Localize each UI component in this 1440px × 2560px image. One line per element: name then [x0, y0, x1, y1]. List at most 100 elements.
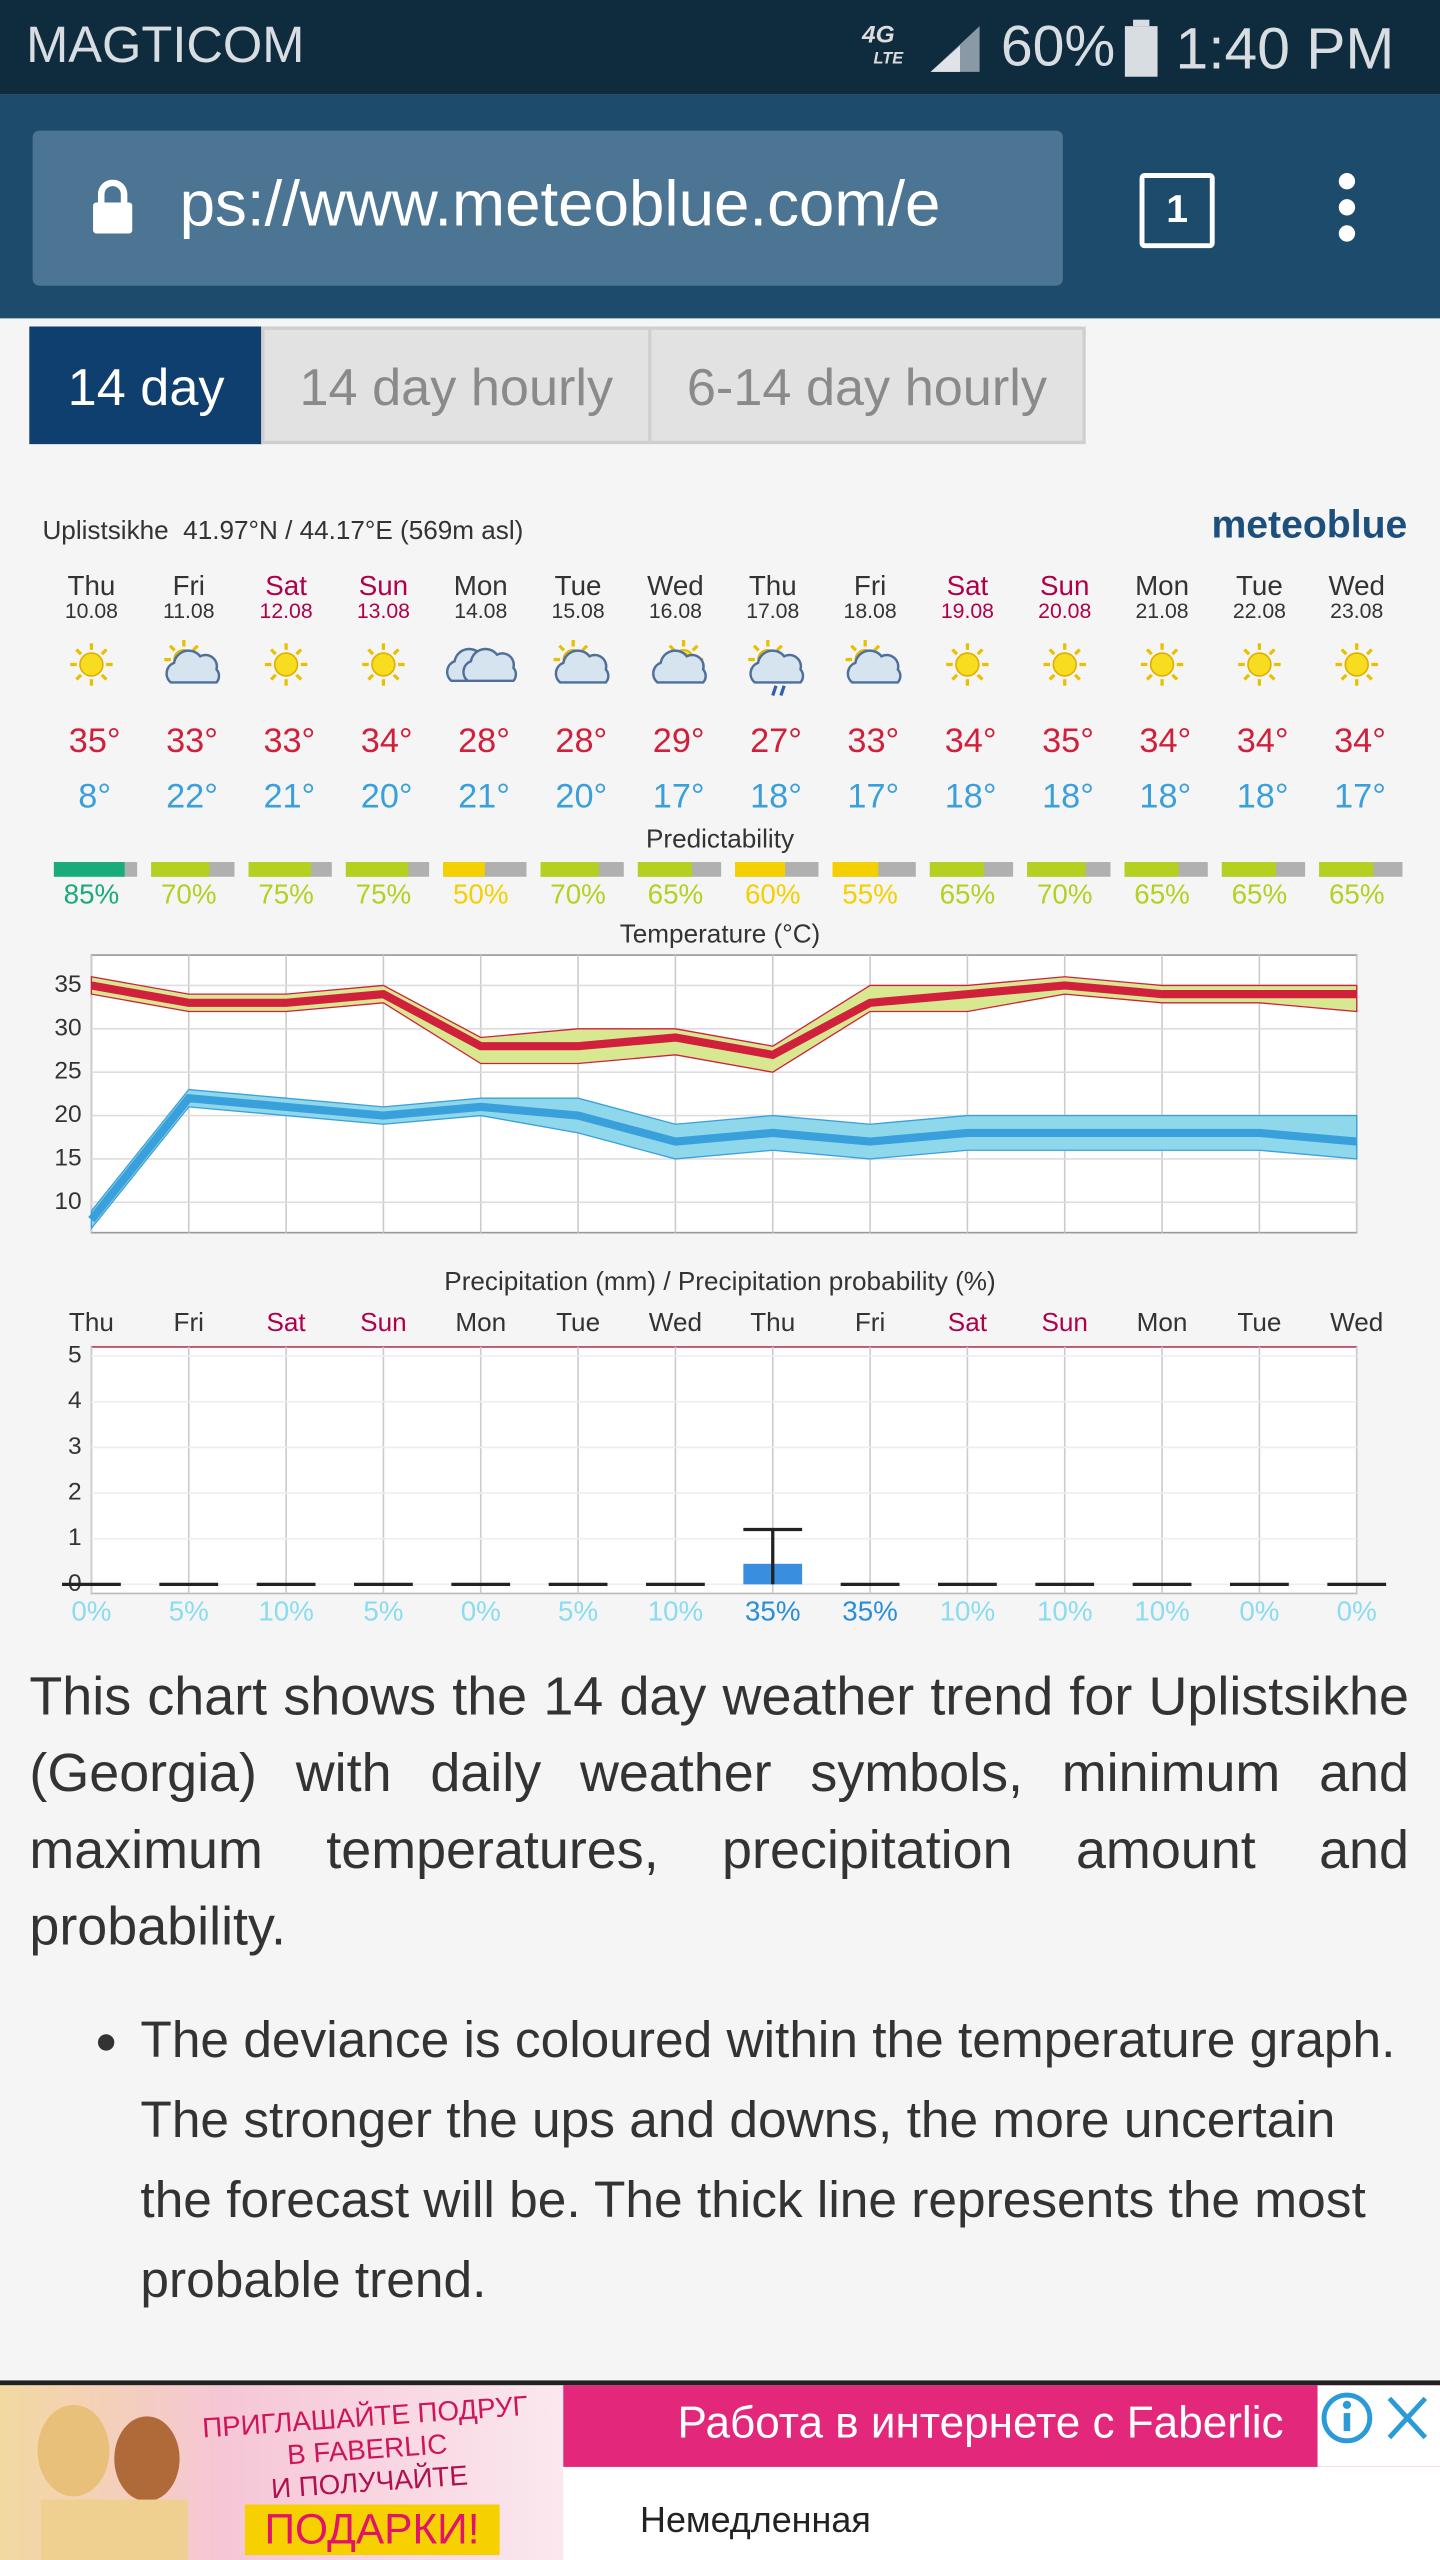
x-tick-label: Sun — [1042, 1307, 1088, 1337]
y-tick-label: 25 — [54, 1058, 81, 1085]
day-name: Fri — [854, 570, 886, 601]
ad-header: Работа в интернете с Faberlic — [563, 2385, 1440, 2467]
sun-ray — [850, 644, 858, 652]
temperature-label: 20° — [361, 777, 413, 815]
predictability-bar — [637, 862, 692, 877]
predictability-label: 75% — [258, 879, 314, 910]
sun-ray — [1365, 673, 1373, 681]
article: This chart shows the 14 day weather tren… — [29, 1657, 1409, 2320]
temperature-label: 27° — [750, 722, 802, 760]
day-name: Sun — [1040, 570, 1089, 601]
forecast-chart: Uplistsikhe 41.97°N / 44.17°E (569m asl)… — [42, 504, 1407, 1627]
day-date: 17.08 — [746, 600, 799, 623]
sun-ray — [367, 648, 375, 656]
predictability-bar — [151, 862, 210, 877]
weather-icon — [1335, 643, 1378, 686]
sun-ray — [1145, 673, 1153, 681]
predictability-label: 65% — [1232, 879, 1288, 910]
probability-label: 10% — [258, 1595, 314, 1626]
cloud — [462, 647, 518, 683]
x-tick-label: Fri — [855, 1307, 885, 1337]
sun — [1247, 652, 1272, 677]
temperature-label: 21° — [458, 777, 510, 815]
sun-ray — [951, 673, 959, 681]
sun-ray — [191, 644, 199, 652]
location: Uplistsikhe 41.97°N / 44.17°E (569m asl) — [42, 515, 523, 545]
predictability-label: 65% — [1329, 879, 1385, 910]
ad-controls — [1317, 2385, 1440, 2467]
sun-ray — [691, 644, 699, 652]
temperature-label: 33° — [166, 722, 218, 760]
x-tick-label: Mon — [1137, 1307, 1188, 1337]
y-tick-label: 1 — [68, 1524, 82, 1551]
day-date: 11.08 — [163, 600, 215, 623]
predictability-label: 60% — [745, 879, 801, 910]
tab[interactable]: 14 day hourly — [261, 326, 652, 445]
tab[interactable]: 6-14 day hourly — [648, 326, 1086, 445]
sun-ray — [775, 644, 783, 652]
temperature-label: 18° — [945, 777, 997, 815]
day-name: Mon — [454, 570, 508, 601]
plot-frame — [90, 1346, 1358, 1595]
sun — [79, 652, 104, 677]
paragraph: This chart shows the 14 day weather tren… — [29, 1665, 1409, 1956]
predictability-label: 70% — [1037, 879, 1093, 910]
predictability-bar — [1221, 862, 1276, 877]
sun-ray — [1243, 648, 1251, 656]
y-tick-label: 3 — [68, 1433, 82, 1460]
day-date: 14.08 — [454, 600, 507, 623]
sun-ray — [269, 648, 277, 656]
probability-label: 10% — [648, 1595, 704, 1626]
day-date: 10.08 — [65, 600, 118, 623]
temperature-label: 33° — [847, 722, 899, 760]
temperature-label: 29° — [653, 722, 705, 760]
menu-button[interactable] — [1331, 173, 1364, 245]
sun-ray — [392, 648, 400, 656]
day-name: Sat — [947, 570, 989, 601]
predictability-label: 55% — [842, 879, 898, 910]
sun-ray — [100, 673, 108, 681]
predictability-bar — [929, 862, 984, 877]
day-name: Wed — [647, 570, 704, 601]
x-tick-label: Wed — [1330, 1307, 1383, 1337]
ad-line: ПОДАРКИ! — [244, 2504, 500, 2556]
browser-bar: ps://www.meteoblue.com/e 1 — [0, 94, 1440, 319]
predictability-bar — [53, 862, 125, 877]
ad-icons[interactable] — [1318, 2385, 1440, 2467]
temperature-line — [90, 981, 1357, 1060]
temperature-label: 28° — [458, 722, 510, 760]
day-date: 16.08 — [649, 600, 702, 623]
cloud — [749, 649, 805, 684]
sun-ray — [75, 673, 83, 681]
sun — [273, 652, 299, 677]
temperature-label: 18° — [750, 777, 802, 815]
predictability-title: Predictability — [646, 824, 794, 854]
ad-banner[interactable]: ПРИГЛАШАЙТЕ ПОДРУГ В FABERLIC И ПОЛУЧАЙТЕ … — [0, 2380, 1440, 2560]
temperature-line — [88, 1093, 1358, 1223]
predictability-label: 65% — [1134, 879, 1190, 910]
probability-label: 35% — [745, 1595, 801, 1626]
probability-label: 5% — [363, 1595, 403, 1626]
weather-icon — [1043, 643, 1086, 686]
day-name: Tue — [1236, 570, 1283, 601]
y-tick-label: 20 — [54, 1101, 81, 1128]
weather-icon — [1140, 643, 1184, 686]
network-sub: LTE — [873, 50, 904, 69]
url-bar[interactable]: ps://www.meteoblue.com/e — [32, 130, 1063, 286]
day-name: Tue — [555, 570, 602, 601]
sun-ray — [1171, 673, 1179, 681]
probability-label: 10% — [1134, 1595, 1190, 1626]
day-name: Wed — [1328, 570, 1385, 601]
probability-label: 0% — [71, 1595, 111, 1626]
temperature-label: 18° — [1237, 777, 1289, 815]
cloud — [554, 649, 610, 684]
x-tick-label: Thu — [750, 1307, 795, 1337]
tab-count[interactable]: 1 — [1139, 173, 1215, 249]
weather-icon — [748, 639, 805, 697]
predictability-label: 70% — [550, 879, 606, 910]
weather-icon — [164, 639, 221, 684]
tab[interactable]: 14 day — [29, 326, 263, 445]
temperature-label: 17° — [847, 777, 899, 815]
predictability-bar — [345, 862, 409, 877]
cloud — [165, 649, 221, 684]
